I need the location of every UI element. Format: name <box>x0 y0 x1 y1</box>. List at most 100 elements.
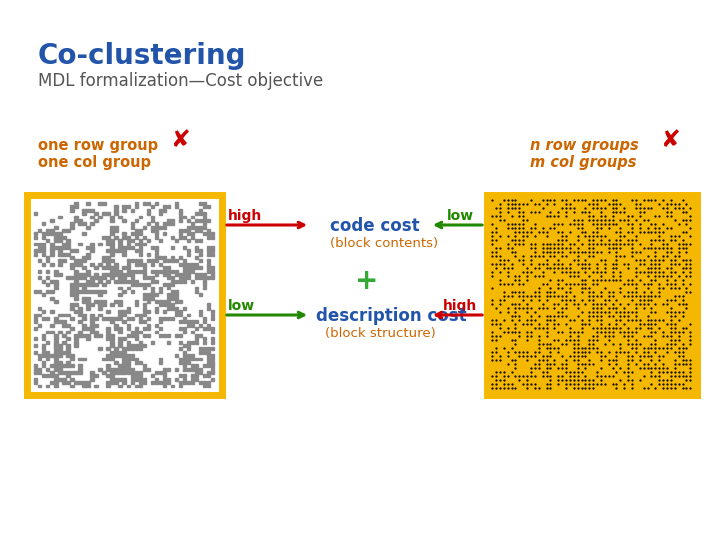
Bar <box>46 229 50 232</box>
Bar <box>207 263 210 266</box>
Bar <box>183 266 186 269</box>
Bar <box>150 226 154 228</box>
Bar <box>110 232 114 235</box>
Bar <box>138 378 142 381</box>
Text: high: high <box>443 299 477 313</box>
Bar <box>114 300 118 303</box>
Bar <box>38 290 42 293</box>
Bar <box>66 314 70 316</box>
Bar <box>127 269 130 273</box>
Bar <box>54 381 58 384</box>
Bar <box>71 287 73 289</box>
Bar <box>119 215 122 218</box>
Bar <box>143 293 146 296</box>
Bar <box>203 351 207 354</box>
Bar <box>155 381 158 384</box>
Bar <box>179 215 182 218</box>
Bar <box>155 273 158 276</box>
Bar <box>119 364 122 367</box>
Bar <box>78 219 81 222</box>
Bar <box>167 293 170 296</box>
Bar <box>199 293 202 296</box>
Bar <box>114 347 118 350</box>
Bar <box>135 371 138 374</box>
Bar <box>143 202 146 205</box>
Bar <box>155 236 158 239</box>
Bar <box>78 307 81 310</box>
Bar <box>107 256 110 259</box>
Bar <box>127 384 130 388</box>
Bar <box>110 273 114 276</box>
Bar <box>119 293 122 296</box>
Bar <box>107 374 110 377</box>
Bar <box>114 205 118 208</box>
Bar <box>199 347 202 350</box>
Bar <box>42 263 45 266</box>
Bar <box>34 236 37 239</box>
Bar <box>195 327 198 330</box>
Bar <box>183 307 186 310</box>
Bar <box>127 307 130 310</box>
Bar <box>183 317 186 320</box>
Bar <box>90 320 94 323</box>
Bar <box>107 384 110 388</box>
Bar <box>114 324 118 327</box>
Bar <box>147 212 150 215</box>
Bar <box>191 354 194 357</box>
Bar <box>155 246 158 249</box>
Bar <box>62 242 66 246</box>
Bar <box>127 344 130 347</box>
Bar <box>147 283 150 286</box>
Bar <box>119 351 122 354</box>
Bar <box>179 212 182 215</box>
Bar <box>58 253 61 255</box>
Bar <box>163 260 166 262</box>
Bar <box>183 229 186 232</box>
Bar <box>183 215 186 218</box>
Bar <box>107 249 110 252</box>
Bar <box>42 280 45 282</box>
Bar <box>163 381 166 384</box>
Bar <box>199 334 202 337</box>
Bar <box>110 320 114 323</box>
Bar <box>138 371 142 374</box>
Bar <box>99 368 102 370</box>
Bar <box>130 371 134 374</box>
Bar <box>135 347 138 350</box>
Bar <box>211 236 215 239</box>
Bar <box>58 364 61 367</box>
Bar <box>127 239 130 242</box>
Bar <box>82 260 86 262</box>
Bar <box>74 280 78 282</box>
Bar <box>71 256 73 259</box>
Bar <box>211 249 215 252</box>
Bar <box>54 283 58 286</box>
Bar <box>150 287 154 289</box>
Bar <box>211 314 215 316</box>
Bar <box>179 300 182 303</box>
Bar <box>183 327 186 330</box>
Bar <box>127 361 130 364</box>
Bar <box>46 374 50 377</box>
Bar <box>199 266 202 269</box>
Bar <box>46 317 50 320</box>
Bar <box>199 381 202 384</box>
Bar <box>86 300 90 303</box>
Bar <box>66 338 70 340</box>
Bar <box>34 378 37 381</box>
Bar <box>74 219 78 222</box>
Bar <box>110 239 114 242</box>
Bar <box>130 239 134 242</box>
Bar <box>195 239 198 242</box>
Bar <box>110 357 114 360</box>
Bar <box>82 276 86 279</box>
Bar <box>66 239 70 242</box>
Bar <box>175 296 178 300</box>
Bar <box>42 317 45 320</box>
Bar <box>110 229 114 232</box>
Bar <box>54 236 58 239</box>
Bar <box>207 205 210 208</box>
Bar <box>171 307 174 310</box>
Bar <box>99 242 102 246</box>
Bar <box>71 266 73 269</box>
